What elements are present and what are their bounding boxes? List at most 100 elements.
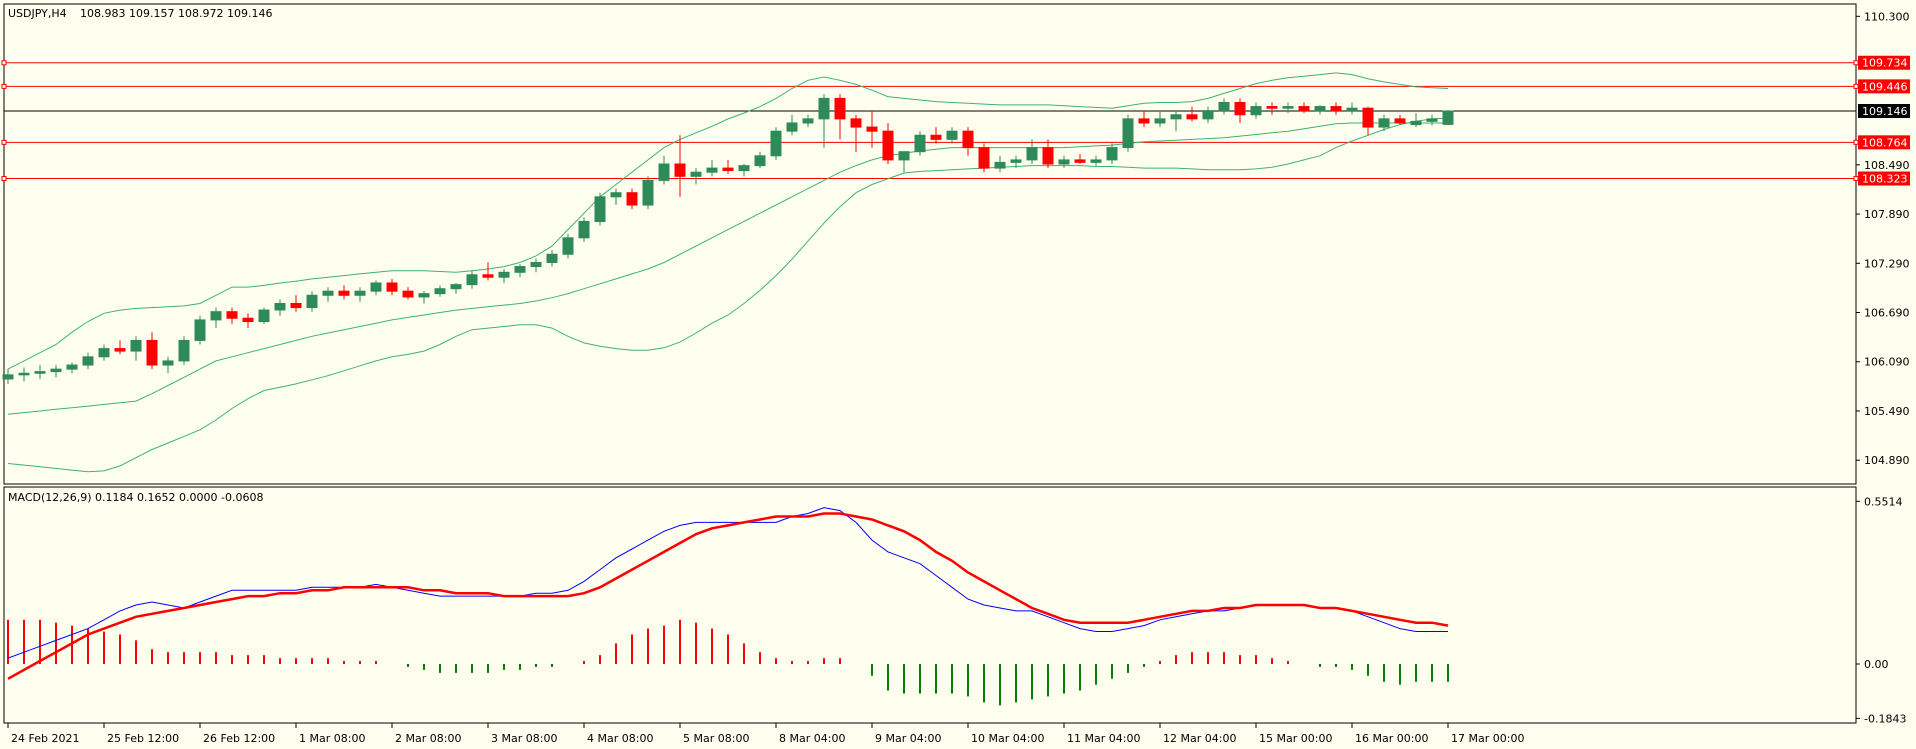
price-tick-label: 106.090 [1864,356,1910,369]
macd-tick-label: 0.00 [1864,658,1889,671]
candle-body [770,130,782,157]
candle-body [1346,107,1358,112]
time-axis: 24 Feb 2021 25 Feb 12:00 26 Feb 12:00 1 Mar… [7,723,1524,745]
macd-tick-label: -0.1843 [1864,712,1906,725]
time-tick-label: 1 Mar 08:00 [299,732,365,745]
candle-body [626,192,638,206]
price-pane-frame [3,3,1857,485]
level-anchor [1853,60,1859,66]
candle-body [18,372,30,376]
symbol-label: USDJPY,H4 [8,7,67,20]
candle-body [210,311,222,321]
candle-body [66,364,78,370]
macd-axis: 0.5514 0.00 -0.1843 [1856,495,1906,725]
level-anchor [1853,139,1859,145]
candle-body [690,171,702,177]
bollinger-bands [7,72,1449,473]
candles [2,94,1454,384]
candle-body [930,134,942,140]
candle-body [1410,120,1422,126]
price-tag-label: 108.323 [1862,173,1908,186]
candle-body [274,302,286,311]
candle-body [1170,114,1182,120]
candle-body [450,284,462,290]
candle-body [994,161,1006,169]
candle-body [1026,147,1038,161]
candle-body [2,374,14,380]
time-tick-label: 15 Mar 00:00 [1259,732,1332,745]
price-tick-label: 107.290 [1864,257,1910,270]
macd-pane-frame [3,486,1857,724]
candle-body [946,130,958,140]
candle-body [1378,118,1390,128]
candle-body [434,288,446,295]
candle-body [370,282,382,292]
candle-body [850,118,862,128]
candle-body [418,293,430,298]
macd-signal-line [7,512,1449,680]
candle-body [706,167,718,173]
price-pane[interactable] [3,3,1857,485]
candle-body [402,290,414,298]
candle-body [498,271,510,278]
level-anchor [1853,83,1859,89]
candle-body [146,339,158,366]
level-anchor [1,60,7,66]
candle-body [1298,106,1310,112]
candle-body [1282,106,1294,109]
macd-pane[interactable] [3,486,1857,724]
macd-lines [7,507,1449,680]
price-tag-label: 109.446 [1862,80,1908,93]
time-tick-label: 2 Mar 08:00 [395,732,461,745]
candle-body [1202,110,1214,120]
price-tag-box [1858,79,1910,94]
candle-body [674,163,686,177]
candle-body [530,261,542,268]
candle-body [258,309,270,323]
time-tick-label: 12 Mar 04:00 [1163,732,1236,745]
candle-body [162,360,174,366]
macd-tick-label: 0.5514 [1864,495,1903,508]
level-anchor [1853,176,1859,182]
price-tick-label: 104.890 [1864,454,1910,467]
horizontal-levels[interactable] [1,60,1859,182]
candle-body [562,237,574,255]
candle-body [786,122,798,132]
candle-body [578,220,590,239]
time-tick-label: 4 Mar 08:00 [587,732,653,745]
price-tag-label: 109.146 [1862,105,1908,118]
candle-body [1442,110,1454,125]
candle-body [1394,118,1406,124]
time-tick-label: 10 Mar 04:00 [971,732,1044,745]
candle-body [354,290,366,296]
candle-body [242,317,254,323]
candle-body [1074,159,1086,163]
candle-body [114,348,126,352]
candle-body [722,167,734,172]
candle-body [914,134,926,153]
price-tick-label: 106.690 [1864,307,1910,320]
candle-body [1154,118,1166,124]
candle-body [658,163,670,181]
candle-body [322,290,334,296]
bollinger-middle-line [7,122,1448,415]
time-tick-label: 17 Mar 00:00 [1451,732,1524,745]
price-tick-label: 105.490 [1864,405,1910,418]
candle-body [466,274,478,286]
candle-body [802,118,814,124]
candle-body [194,319,206,341]
candle-body [1122,118,1134,149]
candle-body [98,348,110,358]
macd-histogram [7,619,1449,706]
bollinger-lower-line [7,117,1449,473]
candle-body [834,97,846,120]
price-tag-box [1858,55,1910,70]
price-tags: 109.734 109.446 109.146 108.764 108.323 [1858,55,1910,186]
candle-body [962,130,974,149]
candle-body [866,126,878,132]
candle-body [130,339,142,352]
candle-body [546,253,558,263]
candle-body [226,311,238,319]
